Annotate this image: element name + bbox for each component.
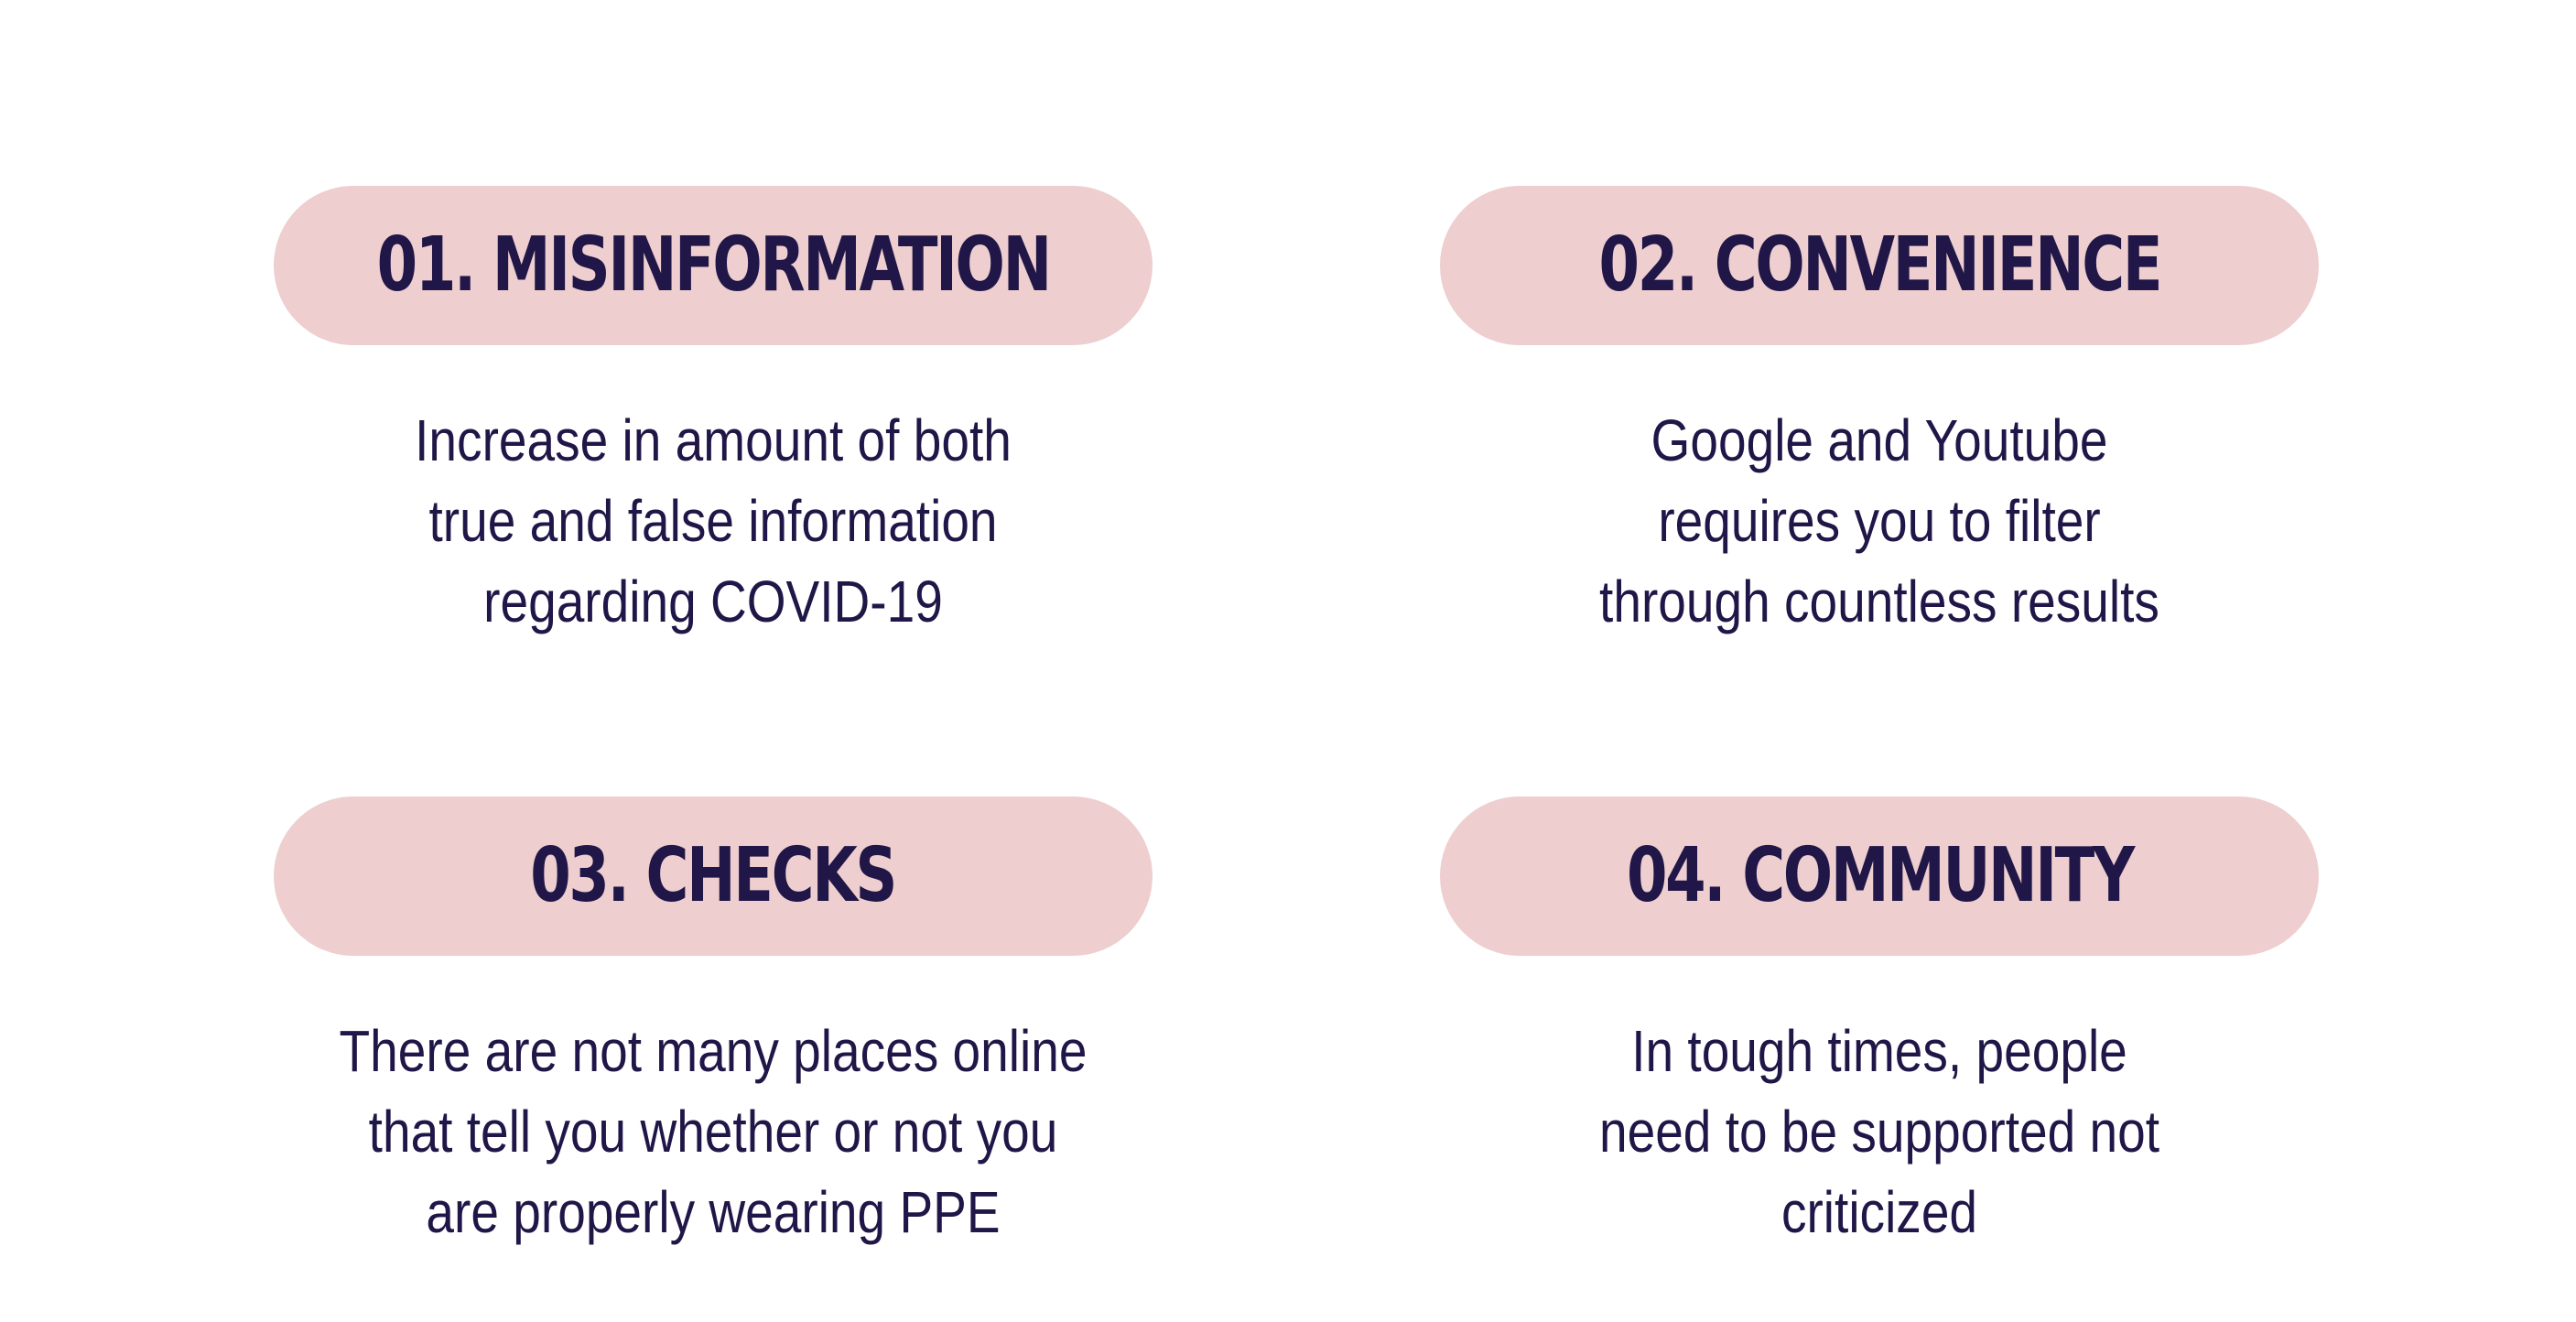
- card-description: In tough times, people need to be suppor…: [1598, 1018, 2160, 1245]
- pill-header-community: 04. COMMUNITY: [1440, 796, 2319, 956]
- card-convenience: 02. CONVENIENCE Google and Youtube requi…: [1440, 186, 2319, 699]
- card-misinformation: 01. MISINFORMATION Increase in amount of…: [274, 186, 1153, 699]
- card-title: 02. CONVENIENCE: [1598, 222, 2162, 309]
- card-title: 03. CHECKS: [530, 832, 898, 919]
- pill-header-checks: 03. CHECKS: [274, 796, 1153, 956]
- card-checks: 03. CHECKS There are not many places onl…: [274, 796, 1153, 1309]
- card-community: 04. COMMUNITY In tough times, people nee…: [1440, 796, 2319, 1309]
- pill-header-misinformation: 01. MISINFORMATION: [274, 186, 1153, 345]
- card-title: 04. COMMUNITY: [1626, 832, 2135, 919]
- card-description: Increase in amount of both true and fals…: [415, 407, 1012, 634]
- card-title: 01. MISINFORMATION: [376, 222, 1051, 309]
- card-description: There are not many places online that te…: [339, 1018, 1088, 1245]
- card-description: Google and Youtube requires you to filte…: [1599, 407, 2159, 634]
- pill-header-convenience: 02. CONVENIENCE: [1440, 186, 2319, 345]
